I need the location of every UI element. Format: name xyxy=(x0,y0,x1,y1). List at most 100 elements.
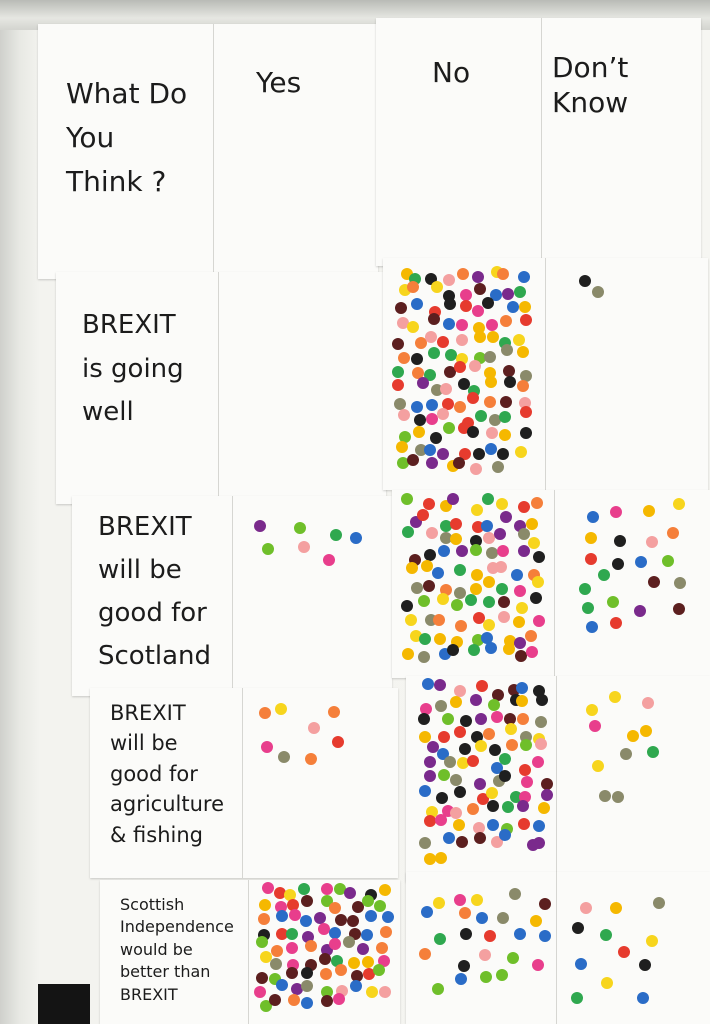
sticker-dot xyxy=(639,958,651,971)
sticker-dot xyxy=(518,501,531,514)
sticker-dot xyxy=(432,614,445,627)
sticker-dot xyxy=(469,693,482,706)
statement-independence-better-than-brexit: Scottish Independence would be better th… xyxy=(120,895,234,1004)
sticker-dot xyxy=(457,422,470,435)
sticker-dot xyxy=(414,414,427,427)
sticker-dot xyxy=(637,991,650,1004)
sticker-dot xyxy=(645,536,658,549)
sticker-dot xyxy=(532,684,545,697)
sticker-dot xyxy=(300,996,313,1009)
sticker-dot xyxy=(456,836,469,849)
sticker-dot xyxy=(418,633,431,646)
sticker-dot xyxy=(418,730,431,743)
sticker-dot xyxy=(331,954,344,967)
sticker-dot xyxy=(474,331,487,344)
sticker-dot xyxy=(319,968,332,981)
sticker-dot xyxy=(515,446,528,459)
sticker-dot xyxy=(591,285,604,298)
sticker-dot xyxy=(420,559,433,572)
sticker-dot xyxy=(301,895,314,908)
sticker-dot xyxy=(673,576,686,589)
sticker-dot xyxy=(520,427,533,440)
sticker-dot xyxy=(464,594,477,607)
sticker-dot xyxy=(473,283,486,296)
sticker-dot xyxy=(482,296,495,309)
sticker-dot xyxy=(397,316,410,329)
sticker-dot xyxy=(466,391,479,404)
sticker-dot xyxy=(418,836,431,849)
sticker-dot xyxy=(535,694,548,707)
sticker-dot xyxy=(612,557,625,570)
sticker-dot xyxy=(532,958,545,971)
sticker-dot xyxy=(423,444,436,457)
sticker-dot xyxy=(452,456,465,469)
sticker-dot xyxy=(571,922,584,935)
sticker-dot xyxy=(426,412,439,425)
sticker-dot xyxy=(474,713,487,726)
row-1-votes-sheet xyxy=(383,258,708,490)
sticker-dot xyxy=(427,740,440,753)
sticker-dot xyxy=(513,615,526,628)
sticker-dot xyxy=(256,971,269,984)
sticker-dot xyxy=(584,552,597,565)
sticker-dot xyxy=(297,540,310,553)
sticker-dot xyxy=(532,615,545,628)
sticker-dot xyxy=(499,395,512,408)
sticker-dot xyxy=(401,493,414,506)
sticker-dot xyxy=(361,895,374,908)
sticker-dot xyxy=(498,596,511,609)
sticker-dot xyxy=(411,367,424,380)
sticker-dot xyxy=(580,901,593,914)
sticker-dot xyxy=(457,377,470,390)
sticker-dot xyxy=(453,360,466,373)
sticker-dot xyxy=(647,746,660,759)
sticker-dot xyxy=(275,703,288,716)
sticker-dot xyxy=(517,380,530,393)
sticker-dot xyxy=(501,800,514,813)
sticker-dot xyxy=(530,496,543,509)
sticker-dot xyxy=(482,575,495,588)
sticker-dot xyxy=(454,893,467,906)
sticker-dot xyxy=(443,422,456,435)
sticker-dot xyxy=(646,935,659,948)
sticker-dot xyxy=(579,274,592,287)
sticker-dot xyxy=(499,829,512,842)
sticker-dot xyxy=(488,413,501,426)
sticker-dot xyxy=(373,899,386,912)
sticker-dot xyxy=(454,619,467,632)
sticker-dot xyxy=(486,799,499,812)
sticker-dot xyxy=(534,716,547,729)
sticker-dot xyxy=(442,398,455,411)
sticker-dot xyxy=(455,545,468,558)
column-divider xyxy=(545,258,546,490)
sticker-dot xyxy=(503,642,516,655)
sticker-dot xyxy=(447,492,460,505)
sticker-dot xyxy=(662,554,675,567)
sticker-dot xyxy=(422,497,435,510)
row-3-votes-sheet xyxy=(406,676,710,882)
sticker-dot xyxy=(458,447,471,460)
sticker-dot xyxy=(334,882,347,895)
sticker-dot xyxy=(451,598,464,611)
sticker-dot xyxy=(467,425,480,438)
sticker-dot xyxy=(666,526,679,539)
sticker-dot xyxy=(456,757,469,770)
sticker-dot xyxy=(434,679,447,692)
sticker-dot xyxy=(273,886,286,899)
sticker-dot xyxy=(459,742,472,755)
sticker-dot xyxy=(453,818,466,831)
sticker-dot xyxy=(332,735,345,748)
sticker-dot xyxy=(347,957,360,970)
sticker-dot xyxy=(581,602,594,615)
sticker-dot xyxy=(473,448,486,461)
sticker-dot xyxy=(521,776,534,789)
sticker-dot xyxy=(290,982,303,995)
sticker-dot xyxy=(407,453,420,466)
header-sheet-left: What Do You Think ? Yes xyxy=(38,24,378,279)
sticker-dot xyxy=(571,992,584,1005)
sticker-dot xyxy=(255,936,268,949)
sticker-dot xyxy=(470,893,483,906)
sticker-dot xyxy=(507,951,520,964)
sticker-dot xyxy=(397,408,410,421)
sticker-dot xyxy=(533,551,546,564)
